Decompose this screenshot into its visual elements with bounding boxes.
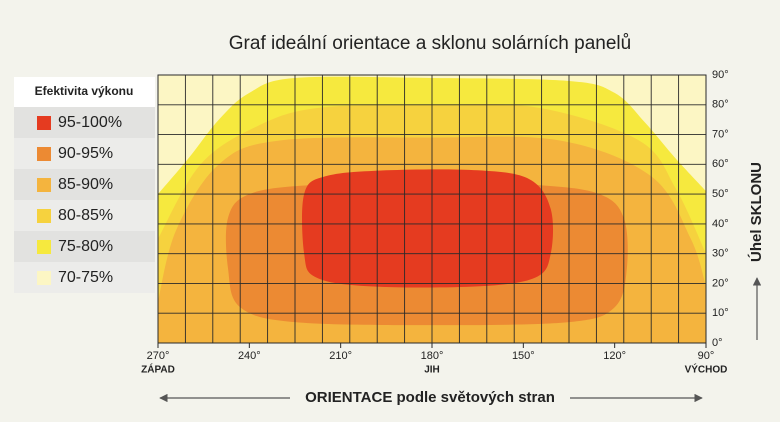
y-tick-label: 50°	[712, 188, 729, 200]
legend-swatch	[37, 116, 51, 130]
direction-label: VÝCHOD	[685, 363, 728, 376]
y-tick-label: 90°	[712, 69, 729, 81]
y-tick-label: 60°	[712, 158, 729, 170]
y-tick-label: 30°	[712, 248, 729, 260]
legend-swatch	[37, 271, 51, 285]
plot-area	[157, 74, 707, 344]
legend-label: 85-90%	[58, 176, 113, 193]
legend-label: 90-95%	[58, 145, 113, 162]
legend-label: 70-75%	[58, 269, 113, 286]
legend-swatch	[37, 209, 51, 223]
chart-title: Graf ideální orientace a sklonu solárníc…	[229, 33, 631, 54]
legend-label: 75-80%	[58, 238, 113, 255]
x-tick-label: 120°	[603, 350, 626, 362]
direction-label: JIH	[424, 365, 440, 376]
x-tick-label: 240°	[238, 350, 261, 362]
x-tick-label: 180°	[421, 350, 444, 362]
legend-swatch	[37, 240, 51, 254]
legend-swatch	[37, 147, 51, 161]
efficiency-region	[302, 169, 554, 288]
y-tick-label: 0°	[712, 337, 723, 349]
x-tick-label: 210°	[329, 350, 352, 362]
y-tick-label: 80°	[712, 99, 729, 111]
x-tick-label: 150°	[512, 350, 535, 362]
legend-header	[14, 77, 155, 107]
legend-swatch	[37, 178, 51, 192]
x-tick-label: 90°	[698, 350, 715, 362]
y-axis-label: Úhel SKLONU	[747, 162, 765, 262]
x-tick-label: 270°	[147, 350, 170, 362]
legend-label: 95-100%	[58, 114, 122, 131]
legend-title: Efektivita výkonu	[35, 84, 134, 98]
direction-label: ZÁPAD	[141, 363, 175, 376]
y-tick-label: 10°	[712, 307, 729, 319]
x-axis-label: ORIENTACE podle světových stran	[305, 389, 555, 406]
legend-label: 80-85%	[58, 207, 113, 224]
y-tick-label: 20°	[712, 277, 729, 289]
y-tick-label: 40°	[712, 218, 729, 230]
y-tick-label: 70°	[712, 128, 729, 140]
